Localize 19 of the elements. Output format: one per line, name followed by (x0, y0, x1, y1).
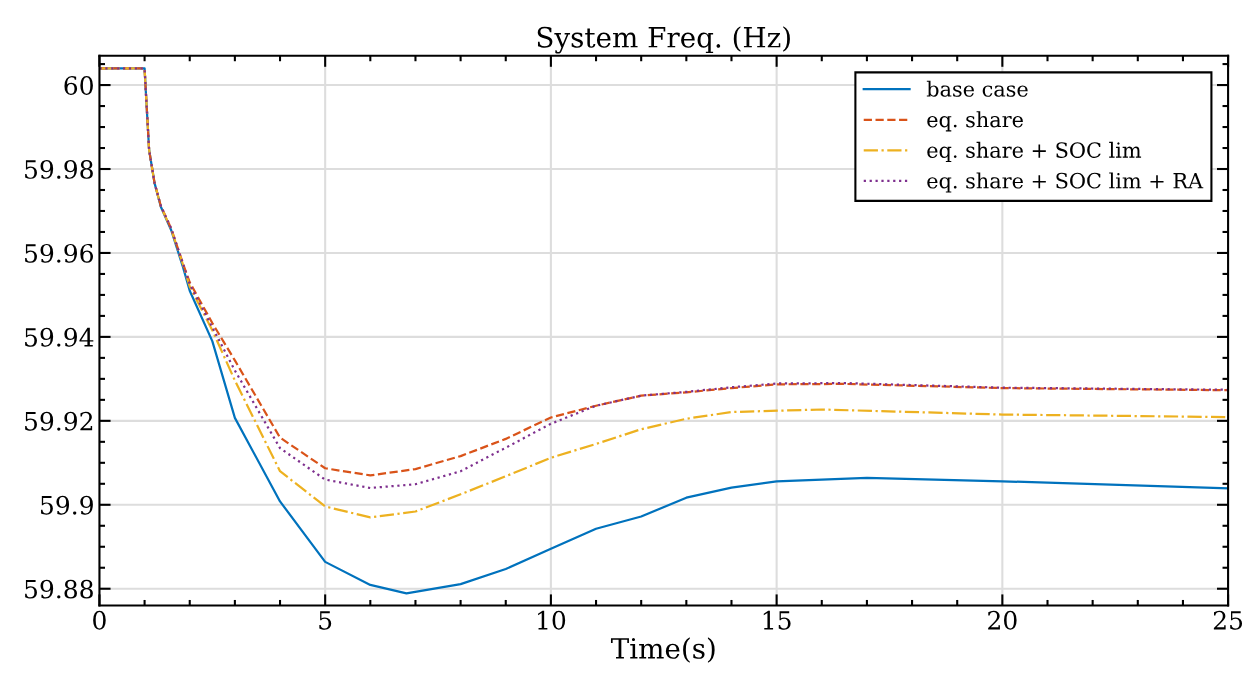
y-tick-label: 59.9 (41, 495, 93, 515)
legend-label: base case (926, 80, 1028, 97)
legend-label: eq. share + SOC lim + RA (927, 172, 1204, 193)
x-tick-label: 5 (319, 611, 332, 630)
legend-label: eq. share (927, 111, 1023, 132)
chart-title: System Freq. (Hz) (537, 26, 790, 54)
y-tick-label: 59.98 (25, 159, 93, 179)
y-tick-label: 59.96 (25, 243, 93, 263)
x-tick-label: 25 (1213, 610, 1243, 630)
x-tick-label: 10 (538, 610, 566, 630)
x-axis-title: Time(s) (610, 637, 715, 663)
y-tick-label: 59.94 (25, 327, 94, 347)
x-tick-label: 15 (763, 610, 791, 630)
y-tick-label: 60 (64, 76, 93, 95)
y-tick-label: 59.88 (25, 579, 93, 599)
x-tick-label: 0 (93, 610, 106, 630)
legend-label: eq. share + SOC lim (927, 141, 1142, 162)
y-tick-label: 59.92 (25, 411, 93, 431)
x-tick-label: 20 (988, 610, 1017, 630)
